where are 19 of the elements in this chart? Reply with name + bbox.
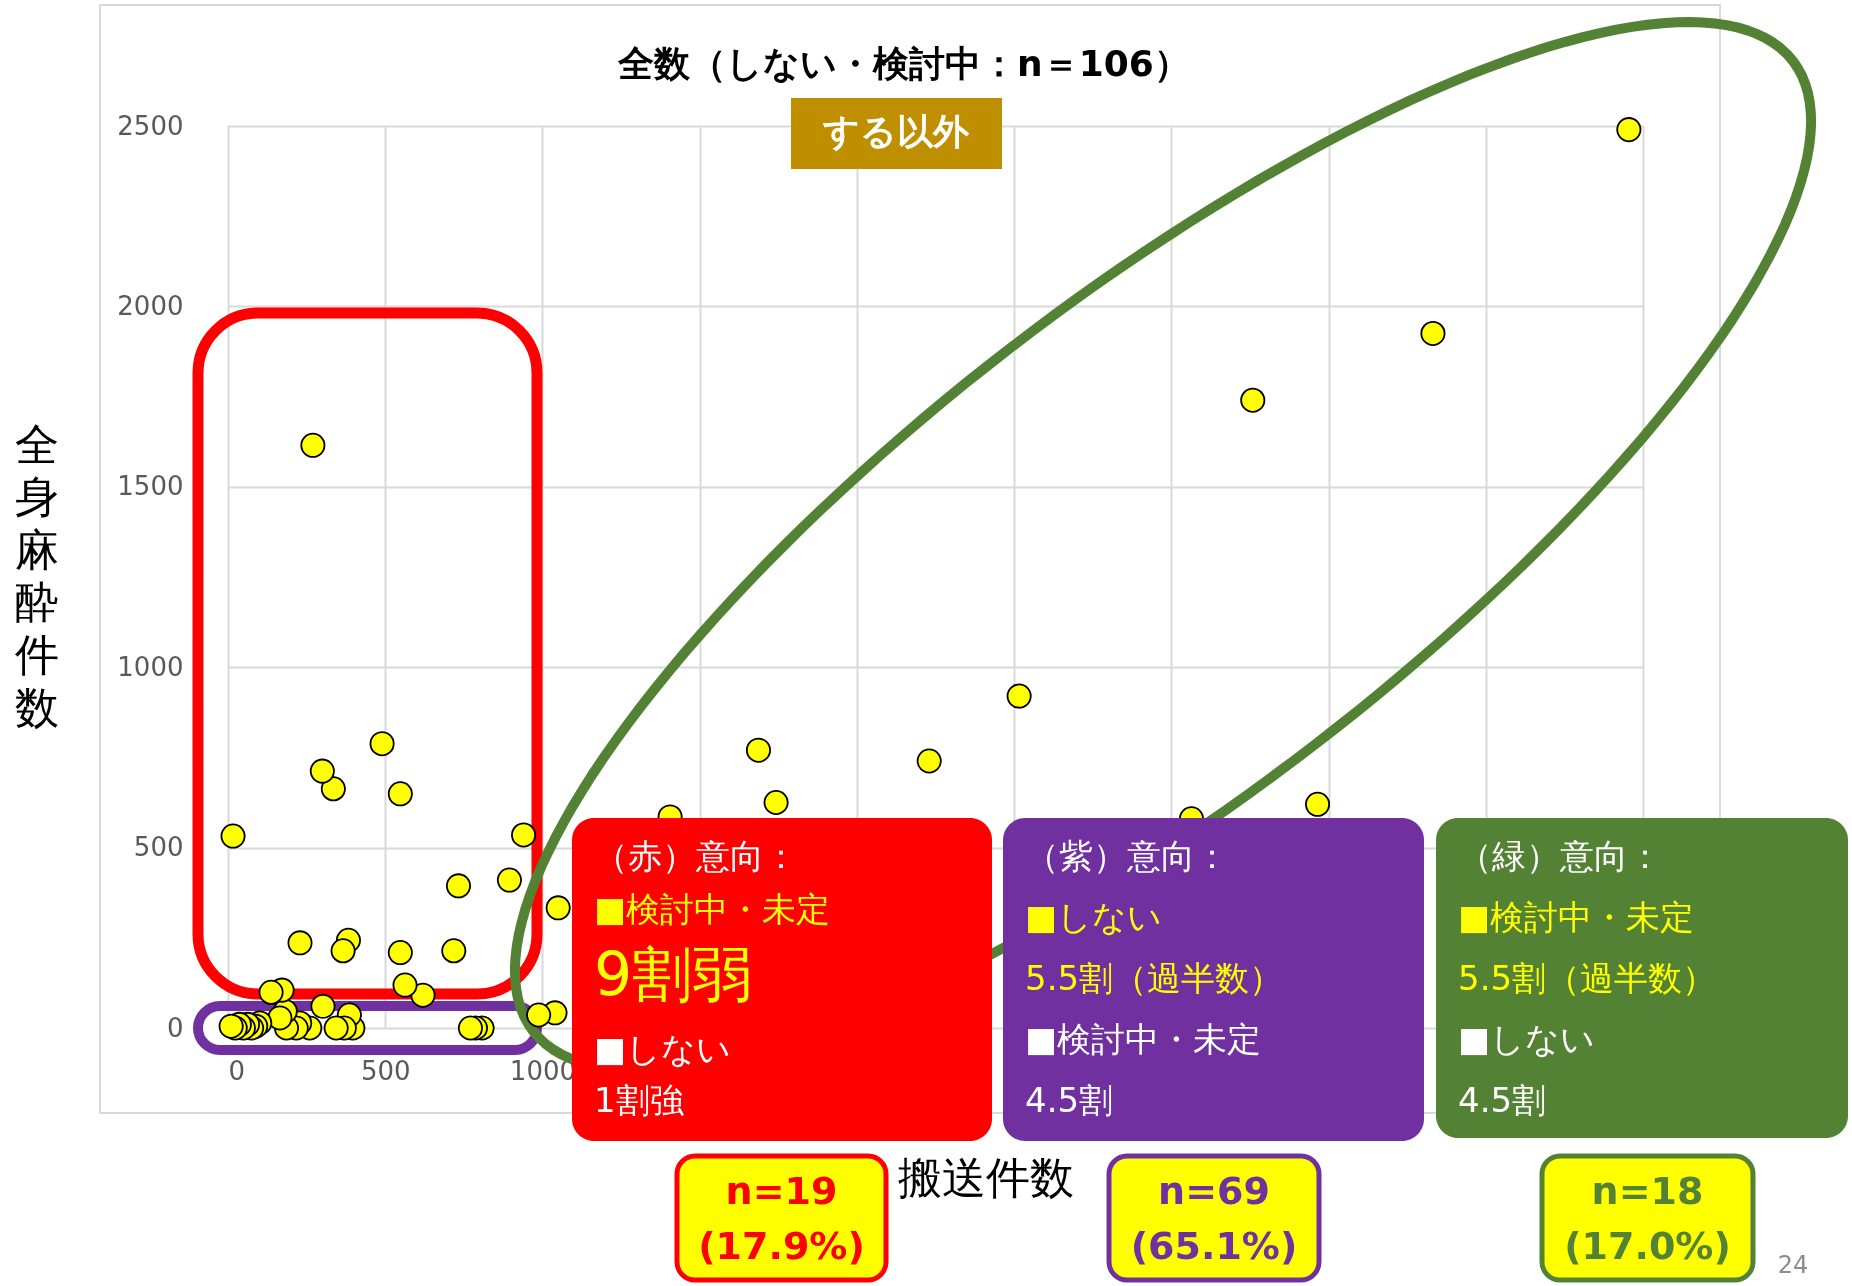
annotation: する以外: [822, 111, 970, 152]
y-tick-label: 500: [133, 832, 184, 863]
y-axis-title: 全身麻酔件数: [14, 418, 59, 733]
y-tick-label: 1000: [117, 651, 184, 682]
x-tick-label: 0: [228, 1055, 246, 1086]
x-tick-label: 500: [360, 1055, 411, 1086]
chart-title: 全数（しない・検討中：n＝106）: [617, 43, 1190, 84]
text: n=18 (17.0%): [1564, 1169, 1731, 1268]
text: n=19 (17.9%): [698, 1169, 865, 1268]
annotation: （緑）意向： ■検討中・未定 5.5割（過半数） ■しない 4.5割: [1458, 836, 1717, 1120]
y-tick-label: 1500: [117, 471, 184, 502]
annotation: （赤）意向： ■検討中・未定 9割弱 ■しない 1割強: [594, 836, 831, 1120]
text: n=69 (65.1%): [1130, 1169, 1298, 1268]
y-tick-label: 2000: [117, 290, 184, 321]
text: 24: [1777, 1251, 1809, 1279]
x-axis-title: 搬送件数: [897, 1151, 1074, 1203]
annotation: （紫）意向： ■しない 5.5割（過半数） ■検討中・未定 4.5割: [1025, 836, 1284, 1120]
y-tick-label: 0: [166, 1012, 184, 1043]
y-tick-label: 2500: [117, 110, 184, 141]
